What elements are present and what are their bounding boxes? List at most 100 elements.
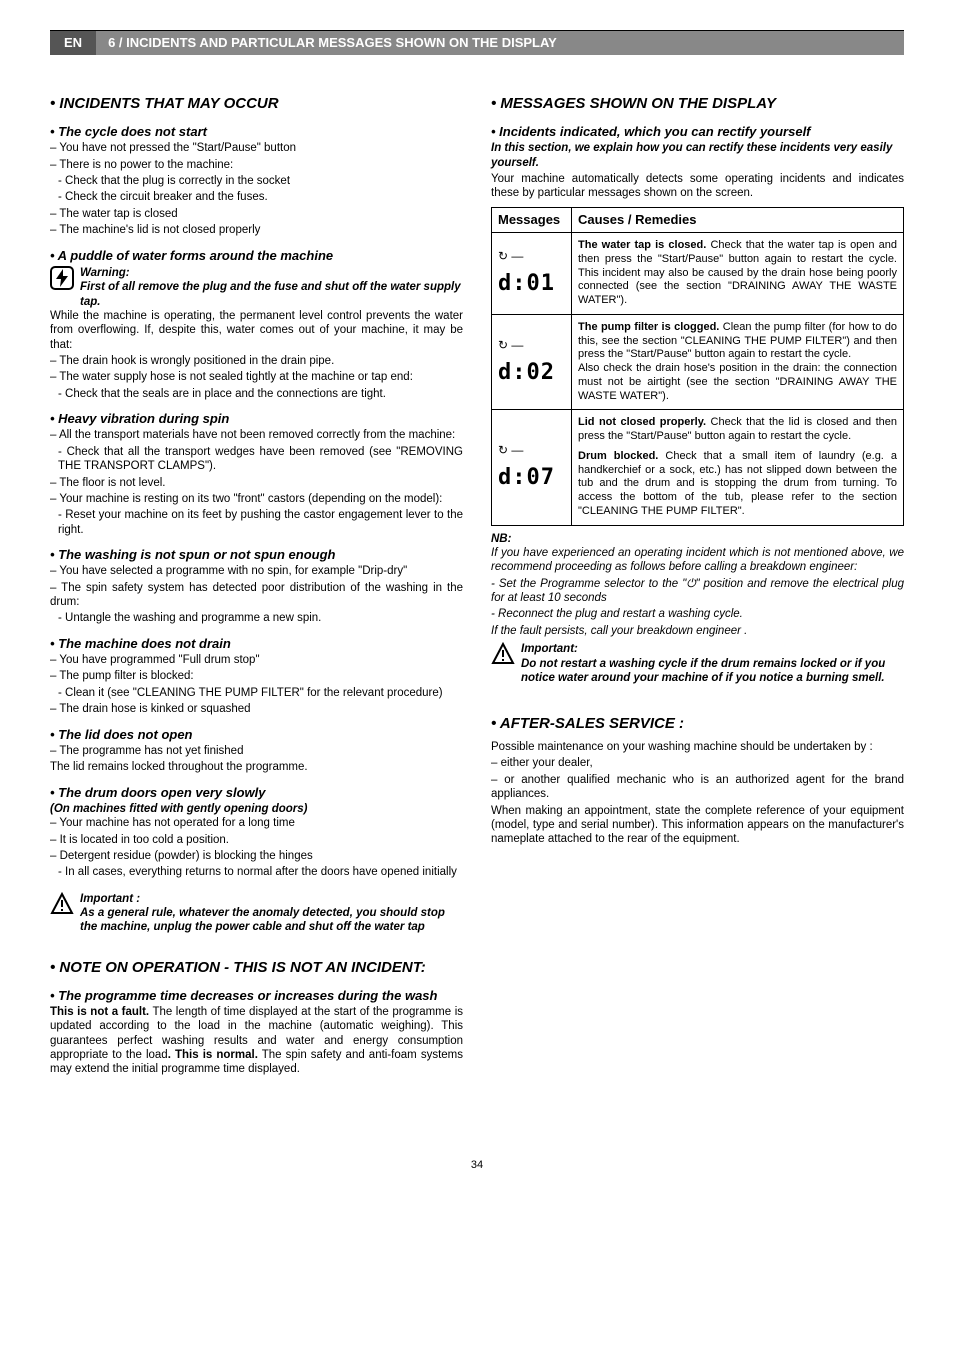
- s2-warning: Warning: First of all remove the plug an…: [50, 266, 463, 309]
- s2-l1: – The drain hook is wrongly positioned i…: [50, 354, 463, 368]
- nb-p2: - Set the Programme selector to the "⏻" …: [491, 577, 904, 606]
- s7-sub: (On machines fitted with gently opening …: [50, 802, 463, 816]
- r-s1-h: • Incidents indicated, which you can rec…: [491, 124, 904, 140]
- imp2-title: Important:: [521, 642, 904, 656]
- s1-l2: – There is no power to the machine:: [50, 158, 463, 172]
- s1-l1: – You have not pressed the "Start/Pause"…: [50, 141, 463, 155]
- s2-h: • A puddle of water forms around the mac…: [50, 248, 463, 264]
- left-column: • INCIDENTS THAT MAY OCCUR • The cycle d…: [50, 95, 463, 1078]
- remedy-d01: The water tap is closed. Check that the …: [572, 233, 904, 315]
- s5-l3: – The drain hose is kinked or squashed: [50, 702, 463, 716]
- s1-l2b: - Check the circuit breaker and the fuse…: [58, 190, 463, 204]
- remedy-d07: Lid not closed properly. Check that the …: [572, 410, 904, 525]
- imp1-block: Important : As a general rule, whatever …: [50, 892, 463, 935]
- right-column: • MESSAGES SHOWN ON THE DISPLAY • Incide…: [491, 95, 904, 1078]
- row3-b2: Drum blocked.: [578, 450, 658, 462]
- code-d01: d:01: [498, 270, 565, 298]
- row3-b1: Lid not closed properly.: [578, 416, 706, 428]
- s7-l3: – Detergent residue (powder) is blocking…: [50, 849, 463, 863]
- s7-h: • The drum doors open very slowly: [50, 785, 463, 801]
- s1-l2a: - Check that the plug is correctly in th…: [58, 174, 463, 188]
- header-title: 6 / INCIDENTS AND PARTICULAR MESSAGES SH…: [96, 31, 904, 55]
- s1-l4: – The machine's lid is not closed proper…: [50, 223, 463, 237]
- nb-p2a: - Set the Programme selector to the ": [491, 578, 686, 590]
- s2-warn-body: First of all remove the plug and the fus…: [80, 280, 463, 309]
- remedy-d02: The pump filter is clogged. Clean the pu…: [572, 314, 904, 410]
- s4-l2: – The spin safety system has detected po…: [50, 581, 463, 610]
- th-causes: Causes / Remedies: [572, 207, 904, 232]
- note-sh: • The programme time decreases or increa…: [50, 988, 463, 1004]
- s3-l3: – Your machine is resting on its two "fr…: [50, 492, 463, 506]
- note-h: • NOTE ON OPERATION - THIS IS NOT AN INC…: [50, 959, 463, 978]
- s1-h: • The cycle does not start: [50, 124, 463, 140]
- messages-table: Messages Causes / Remedies ↻ — d:01 The …: [491, 207, 904, 526]
- content-columns: • INCIDENTS THAT MAY OCCUR • The cycle d…: [50, 95, 904, 1078]
- table-row: ↻ — d:02 The pump filter is clogged. Cle…: [492, 314, 904, 410]
- nb-p4: If the fault persists, call your breakdo…: [491, 624, 904, 638]
- after-p2: When making an appointment, state the co…: [491, 804, 904, 847]
- s7-l3a: - In all cases, everything returns to no…: [58, 865, 463, 879]
- right-h1: • MESSAGES SHOWN ON THE DISPLAY: [491, 95, 904, 114]
- table-header-row: Messages Causes / Remedies: [492, 207, 904, 232]
- s5-h: • The machine does not drain: [50, 636, 463, 652]
- s4-l2a: - Untangle the washing and programme a n…: [58, 611, 463, 625]
- table-row: ↻ — d:01 The water tap is closed. Check …: [492, 233, 904, 315]
- s4-l1: – You have selected a programme with no …: [50, 564, 463, 578]
- header-bar: EN 6 / INCIDENTS AND PARTICULAR MESSAGES…: [50, 30, 904, 55]
- msg-cell-d07: ↻ — d:07: [492, 410, 572, 525]
- row2-r2: Also check the drain hose's position in …: [578, 362, 897, 403]
- s3-l2: – The floor is not level.: [50, 476, 463, 490]
- after-l2: – or another qualified mechanic who is a…: [491, 773, 904, 802]
- s7-l2: – It is located in too cold a position.: [50, 833, 463, 847]
- nb-title: NB:: [491, 532, 904, 546]
- row1-b: The water tap is closed.: [578, 239, 706, 251]
- spin-icon: ↻ —: [498, 249, 565, 264]
- imp1-body: As a general rule, whatever the anomaly …: [80, 906, 463, 935]
- s3-h: • Heavy vibration during spin: [50, 411, 463, 427]
- s4-h: • The washing is not spun or not spun en…: [50, 547, 463, 563]
- nb-p1: If you have experienced an operating inc…: [491, 546, 904, 575]
- th-messages: Messages: [492, 207, 572, 232]
- warning-triangle-icon: [491, 642, 515, 666]
- imp2-block: Important: Do not restart a washing cycl…: [491, 642, 904, 685]
- r-s1-p1: Your machine automatically detects some …: [491, 172, 904, 201]
- msg-cell-d01: ↻ — d:01: [492, 233, 572, 315]
- left-h1: • INCIDENTS THAT MAY OCCUR: [50, 95, 463, 114]
- s3-l3a: - Reset your machine on its feet by push…: [58, 508, 463, 537]
- s2-warn-title: Warning:: [80, 266, 463, 280]
- code-d02: d:02: [498, 359, 565, 387]
- s5-l2: – The pump filter is blocked:: [50, 669, 463, 683]
- note-p1a: This is not a fault.: [50, 1006, 149, 1018]
- s6-p1: The lid remains locked throughout the pr…: [50, 760, 463, 774]
- s5-l1: – You have programmed "Full drum stop": [50, 653, 463, 667]
- after-h: • AFTER-SALES SERVICE :: [491, 715, 904, 734]
- row2-b: The pump filter is clogged.: [578, 321, 719, 333]
- s3-l1: – All the transport materials have not b…: [50, 428, 463, 442]
- imp1-title: Important :: [80, 892, 463, 906]
- s2-p1: While the machine is operating, the perm…: [50, 309, 463, 352]
- note-p1: This is not a fault. The length of time …: [50, 1005, 463, 1077]
- r-s1-intro: In this section, we explain how you can …: [491, 141, 904, 170]
- s3-l1a: - Check that all the transport wedges ha…: [58, 445, 463, 474]
- page-number: 34: [50, 1159, 904, 1173]
- plug-warning-icon: [50, 266, 74, 290]
- spin-icon: ↻ —: [498, 443, 565, 458]
- spin-icon: ↻ —: [498, 338, 565, 353]
- header-lang: EN: [50, 31, 96, 55]
- s7-l1: – Your machine has not operated for a lo…: [50, 816, 463, 830]
- s6-h: • The lid does not open: [50, 727, 463, 743]
- s1-l3: – The water tap is closed: [50, 207, 463, 221]
- imp2-body: Do not restart a washing cycle if the dr…: [521, 657, 904, 686]
- code-d07: d:07: [498, 464, 565, 492]
- s6-l1: – The programme has not yet finished: [50, 744, 463, 758]
- msg-cell-d02: ↻ — d:02: [492, 314, 572, 410]
- after-p1: Possible maintenance on your washing mac…: [491, 740, 904, 754]
- s5-l2a: - Clean it (see "CLEANING THE PUMP FILTE…: [58, 686, 463, 700]
- nb-p3: - Reconnect the plug and restart a washi…: [491, 607, 904, 621]
- after-l1: – either your dealer,: [491, 756, 904, 770]
- table-row: ↻ — d:07 Lid not closed properly. Check …: [492, 410, 904, 525]
- s2-l2a: - Check that the seals are in place and …: [58, 387, 463, 401]
- warning-triangle-icon: [50, 892, 74, 916]
- note-p1c: . This is normal.: [168, 1049, 258, 1061]
- s2-l2: – The water supply hose is not sealed ti…: [50, 370, 463, 384]
